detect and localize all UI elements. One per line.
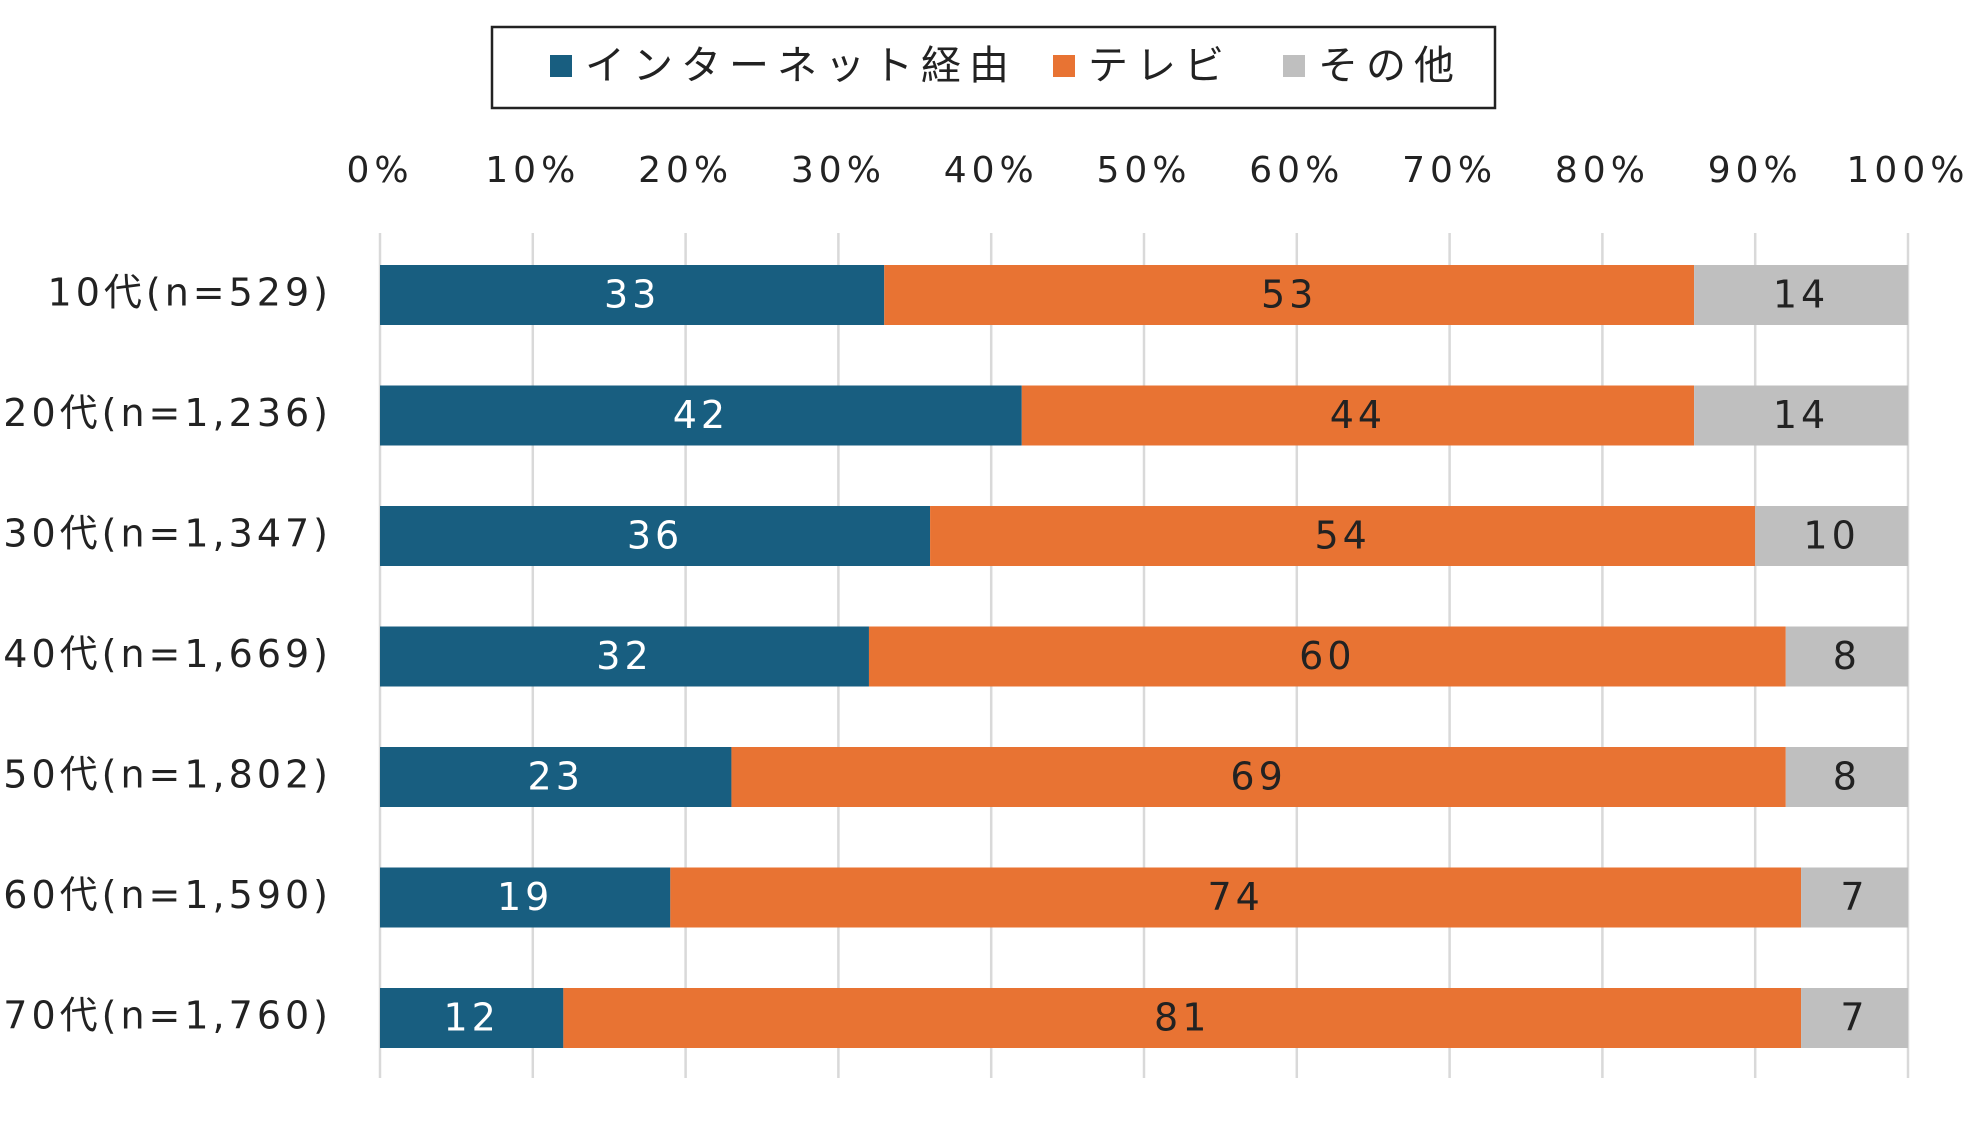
- bar-segment: [1021, 385, 1695, 446]
- bar-segment: [670, 867, 1802, 928]
- bar-segment: [380, 506, 931, 566]
- bar-segment: [380, 265, 885, 325]
- bar-segment: [930, 506, 1756, 566]
- data-label: 14: [1773, 393, 1829, 437]
- legend-swatch: [1053, 55, 1075, 77]
- x-tick-label: 70%: [1402, 150, 1497, 191]
- category-label: 20代(n=1,236): [3, 391, 332, 435]
- data-label: 33: [604, 273, 660, 317]
- legend: インターネット経由 テレビ その他: [490, 25, 1497, 110]
- x-tick-label: 90%: [1708, 150, 1803, 191]
- bar-segment: [1801, 988, 1908, 1048]
- data-label: 60: [1299, 634, 1355, 678]
- bar-segment: [1755, 506, 1908, 566]
- bar-segment: [380, 385, 1022, 446]
- bar-segment: [380, 626, 869, 687]
- legend-swatch: [1283, 55, 1305, 77]
- category-label: 40代(n=1,669): [3, 632, 332, 676]
- bar-segment: [1785, 626, 1908, 687]
- category-label: 50代(n=1,802): [3, 753, 332, 797]
- data-label: 81: [1154, 996, 1210, 1040]
- bar-segment: [868, 626, 1786, 687]
- x-tick-label: 50%: [1096, 150, 1191, 191]
- bars: [380, 265, 1908, 1048]
- data-label: 7: [1840, 996, 1868, 1040]
- data-label: 8: [1833, 634, 1861, 678]
- legend-swatch: [550, 55, 572, 77]
- data-label: 74: [1208, 875, 1264, 919]
- x-tick-label: 60%: [1249, 150, 1344, 191]
- data-label: 8: [1833, 755, 1861, 799]
- bar-segment: [1785, 747, 1908, 807]
- bar-segment: [1694, 265, 1908, 325]
- data-label: 36: [627, 514, 683, 558]
- data-label: 14: [1773, 273, 1829, 317]
- data-label: 69: [1230, 755, 1286, 799]
- x-tick-label: 20%: [638, 150, 733, 191]
- data-label: 19: [497, 875, 553, 919]
- category-label: 30代(n=1,347): [3, 512, 332, 556]
- bar-segment: [380, 867, 671, 928]
- x-tick-label: 30%: [791, 150, 886, 191]
- category-label: 70代(n=1,760): [3, 994, 332, 1038]
- legend-label: インターネット経由: [585, 43, 1017, 89]
- x-tick-label: 100%: [1847, 150, 1970, 191]
- data-label: 23: [528, 755, 584, 799]
- x-tick-label: 40%: [944, 150, 1039, 191]
- x-tick-label: 10%: [485, 150, 580, 191]
- bar-segment: [1694, 385, 1908, 446]
- legend-label: テレビ: [1088, 43, 1232, 89]
- data-label: 42: [673, 393, 729, 437]
- bar-segment: [731, 747, 1786, 807]
- legend-label: その他: [1318, 43, 1462, 89]
- data-label: 10: [1803, 514, 1859, 558]
- category-label: 10代(n=529): [48, 271, 332, 315]
- bar-segment: [380, 747, 732, 807]
- bar-segment: [1801, 867, 1908, 928]
- data-label: 12: [444, 996, 500, 1040]
- data-label: 32: [596, 634, 652, 678]
- category-label: 60代(n=1,590): [3, 873, 332, 917]
- data-labels: 33 53 14 42 44 14 36 54 10 32 60 8 23 69 8 19 74 7 12 81 7: [444, 273, 1868, 1040]
- x-axis-tick-labels: 0% 10% 20% 30% 40% 50% 60% 70% 80% 90% 100%: [346, 150, 1970, 191]
- legend-box: [490, 25, 1497, 110]
- bar-segment: [884, 265, 1695, 325]
- data-label: 44: [1330, 393, 1386, 437]
- x-tick-label: 80%: [1555, 150, 1650, 191]
- data-label: 54: [1314, 514, 1370, 558]
- x-tick-label: 0%: [346, 150, 413, 191]
- data-label: 53: [1261, 273, 1317, 317]
- bar-segment: [380, 988, 564, 1048]
- category-labels: 10代(n=529) 20代(n=1,236) 30代(n=1,347) 40代(n=…: [3, 271, 332, 1038]
- data-label: 7: [1840, 875, 1868, 919]
- bar-segment: [563, 988, 1802, 1048]
